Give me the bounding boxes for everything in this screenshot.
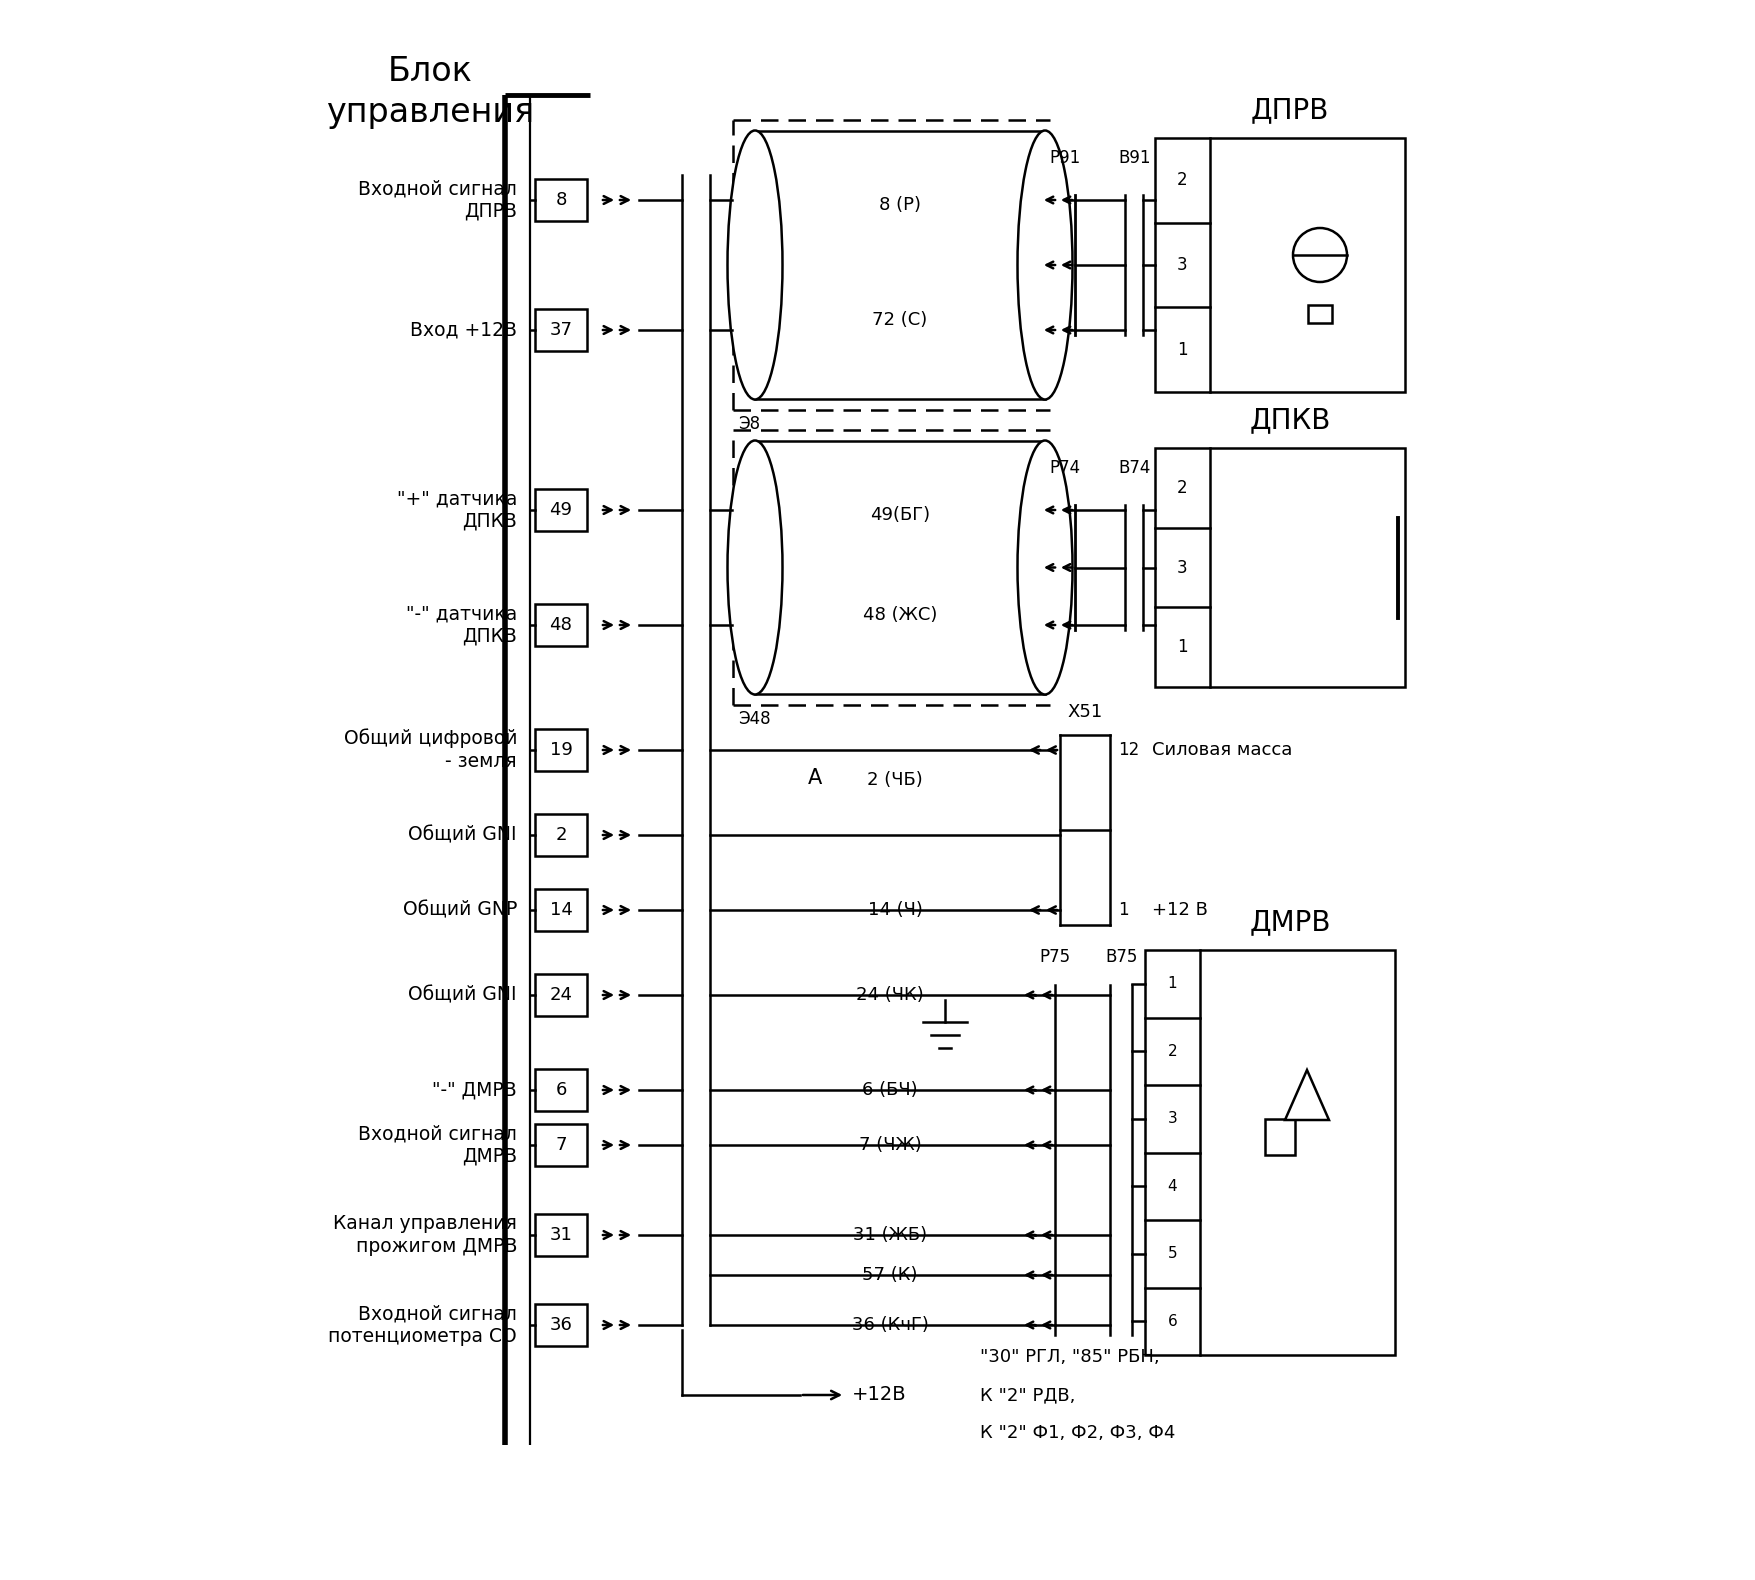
Text: Входной сигнал
ДПРВ: Входной сигнал ДПРВ — [358, 179, 516, 221]
Text: 72 (С): 72 (С) — [872, 311, 927, 329]
Text: 48: 48 — [549, 616, 572, 634]
Text: Блок
управления: Блок управления — [326, 55, 534, 130]
Text: Входной сигнал
потенциометра СО: Входной сигнал потенциометра СО — [328, 1304, 516, 1346]
Text: В75: В75 — [1106, 948, 1137, 965]
Text: В91: В91 — [1118, 149, 1151, 167]
Text: Р74: Р74 — [1049, 460, 1079, 477]
Text: К "2" Ф1, Ф2, Ф3, Ф4: К "2" Ф1, Ф2, Ф3, Ф4 — [979, 1424, 1174, 1443]
Text: 14 (Ч): 14 (Ч) — [867, 901, 921, 920]
Text: ДМРВ: ДМРВ — [1248, 908, 1330, 935]
Text: 7: 7 — [555, 1136, 567, 1153]
Text: В74: В74 — [1118, 460, 1151, 477]
Text: Общий GNI: Общий GNI — [409, 986, 516, 1005]
Bar — [1155, 137, 1404, 392]
Text: А: А — [807, 768, 821, 788]
Text: 31: 31 — [549, 1226, 572, 1243]
Text: Р75: Р75 — [1039, 948, 1071, 965]
Text: 49(БГ): 49(БГ) — [869, 506, 930, 525]
Text: 31 (ЖБ): 31 (ЖБ) — [853, 1226, 927, 1243]
Text: 1: 1 — [1176, 341, 1186, 359]
Text: 6 (БЧ): 6 (БЧ) — [862, 1081, 918, 1100]
Bar — [535, 1304, 586, 1346]
Bar — [535, 1213, 586, 1256]
Text: 2: 2 — [555, 826, 567, 844]
Text: 24 (ЧК): 24 (ЧК) — [856, 986, 923, 1003]
Bar — [535, 814, 586, 856]
Text: "30" РГЛ, "85" РБН,: "30" РГЛ, "85" РБН, — [979, 1348, 1158, 1367]
Bar — [535, 1070, 586, 1111]
Text: 2 (ЧБ): 2 (ЧБ) — [867, 771, 923, 788]
Text: 48 (ЖС): 48 (ЖС) — [862, 607, 937, 624]
Text: 24: 24 — [549, 986, 572, 1003]
Text: 14: 14 — [549, 901, 572, 920]
Text: 7 (ЧЖ): 7 (ЧЖ) — [858, 1136, 921, 1153]
Text: 8 (Р): 8 (Р) — [879, 196, 920, 213]
Text: 2: 2 — [1176, 171, 1186, 190]
Bar — [535, 728, 586, 771]
Bar — [535, 488, 586, 531]
Circle shape — [1292, 228, 1346, 281]
Text: 1: 1 — [1118, 901, 1128, 920]
Bar — [1307, 305, 1332, 322]
Text: 2: 2 — [1176, 479, 1186, 496]
Text: "-" датчика
ДПКВ: "-" датчика ДПКВ — [405, 604, 516, 646]
Text: 6: 6 — [1167, 1313, 1176, 1329]
Text: 8: 8 — [555, 191, 567, 209]
Bar — [535, 179, 586, 221]
Text: К "2" РДВ,: К "2" РДВ, — [979, 1386, 1074, 1405]
Text: 36: 36 — [549, 1316, 572, 1334]
Text: 12: 12 — [1118, 741, 1139, 758]
Polygon shape — [1285, 1070, 1329, 1120]
Text: 6: 6 — [555, 1081, 567, 1100]
Text: 5: 5 — [1167, 1247, 1176, 1261]
Text: 4: 4 — [1167, 1179, 1176, 1194]
Bar — [1144, 950, 1393, 1356]
Ellipse shape — [727, 441, 783, 695]
Text: Э8: Э8 — [737, 416, 760, 433]
Text: Общий GNP: Общий GNP — [402, 901, 516, 920]
Text: "-" ДМРВ: "-" ДМРВ — [432, 1081, 516, 1100]
Text: Общий GNI: Общий GNI — [409, 825, 516, 844]
Text: +12В: +12В — [851, 1386, 906, 1405]
Text: ДПКВ: ДПКВ — [1248, 406, 1330, 434]
Bar — [535, 604, 586, 646]
Text: Х51: Х51 — [1067, 703, 1102, 720]
Text: Р91: Р91 — [1049, 149, 1079, 167]
Ellipse shape — [1016, 441, 1072, 695]
Text: 49: 49 — [549, 501, 572, 518]
Text: 19: 19 — [549, 741, 572, 758]
Text: 36 (КчГ): 36 (КчГ) — [851, 1316, 928, 1334]
Text: 3: 3 — [1167, 1111, 1176, 1127]
Text: Канал управления
прожигом ДМРВ: Канал управления прожигом ДМРВ — [333, 1213, 516, 1256]
Bar — [535, 890, 586, 931]
Text: 37: 37 — [549, 321, 572, 340]
Text: 2: 2 — [1167, 1044, 1176, 1059]
Bar — [535, 973, 586, 1016]
Text: 1: 1 — [1167, 976, 1176, 991]
Text: "+" датчика
ДПКВ: "+" датчика ДПКВ — [397, 490, 516, 531]
Text: Общий цифровой
- земля: Общий цифровой - земля — [344, 728, 516, 771]
Text: 3: 3 — [1176, 256, 1186, 273]
Text: Э48: Э48 — [737, 709, 770, 728]
Text: Силовая масса: Силовая масса — [1151, 741, 1292, 758]
Text: 57 (К): 57 (К) — [862, 1266, 918, 1285]
Bar — [1264, 1119, 1293, 1155]
Text: 1: 1 — [1176, 638, 1186, 656]
Ellipse shape — [727, 131, 783, 400]
Bar — [535, 1123, 586, 1166]
Text: +12 В: +12 В — [1151, 901, 1207, 920]
Ellipse shape — [1016, 131, 1072, 400]
Text: ДПРВ: ДПРВ — [1250, 96, 1329, 123]
Bar — [535, 310, 586, 351]
Bar — [1155, 449, 1404, 687]
Text: Вход +12В: Вход +12В — [409, 321, 516, 340]
Text: Входной сигнал
ДМРВ: Входной сигнал ДМРВ — [358, 1123, 516, 1166]
Text: 3: 3 — [1176, 558, 1186, 577]
